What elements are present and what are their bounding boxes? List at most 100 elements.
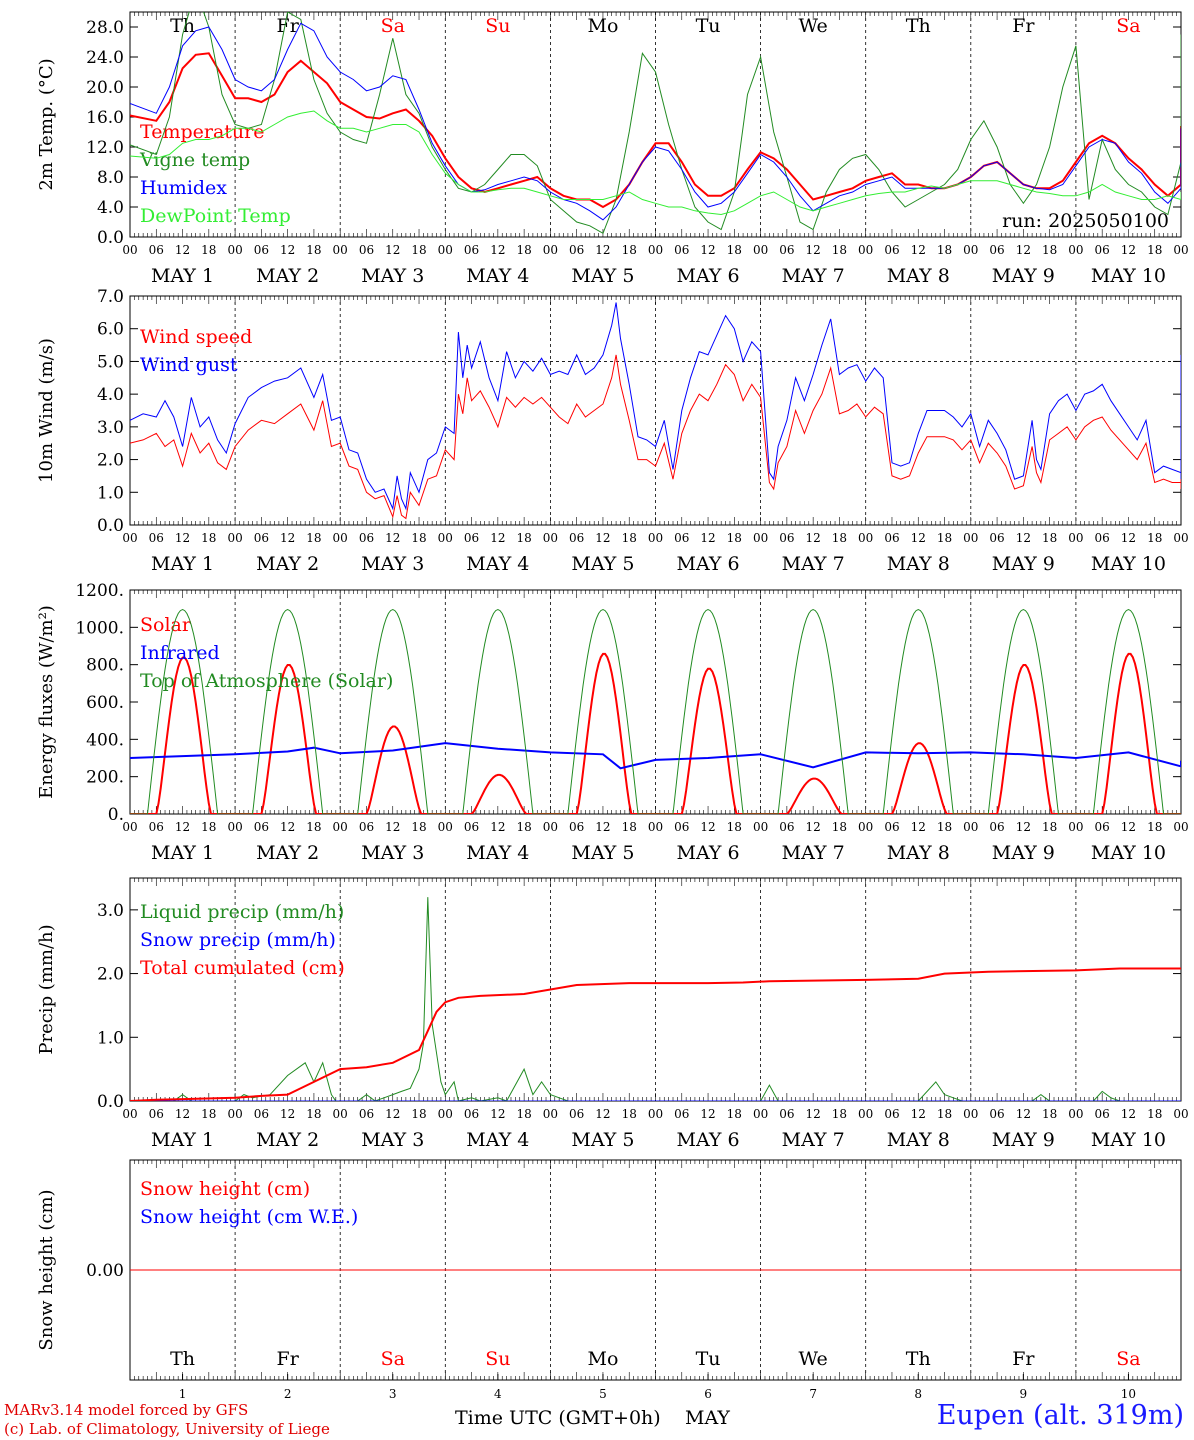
date-label: MAY 5 bbox=[571, 842, 634, 864]
x-tick-label: 12 bbox=[911, 1107, 926, 1121]
date-label: MAY 4 bbox=[466, 1129, 529, 1151]
x-tick-label: 06 bbox=[779, 531, 794, 545]
date-label: MAY 9 bbox=[992, 1129, 1055, 1151]
y-tick-label: 1200. bbox=[75, 581, 124, 601]
x-tick-label: 00 bbox=[543, 1107, 558, 1121]
weekday-label: Fr bbox=[1012, 15, 1035, 37]
run-annotation: run: 2025050100 bbox=[1002, 210, 1169, 232]
x-tick-label: 06 bbox=[989, 531, 1004, 545]
x-tick-label: 12 bbox=[1121, 820, 1136, 834]
y-tick-label: 28.0 bbox=[86, 18, 124, 38]
x-tick-label: 06 bbox=[569, 243, 584, 257]
day-number-label: 5 bbox=[599, 1387, 607, 1401]
series-line-vigne-temp bbox=[130, 12, 1181, 235]
date-label: MAY 3 bbox=[361, 842, 424, 864]
x-tick-label: 18 bbox=[1147, 531, 1162, 545]
series-line-humidex bbox=[130, 22, 1181, 221]
x-tick-label: 18 bbox=[832, 243, 847, 257]
y-tick-label: 4.0 bbox=[97, 198, 124, 218]
x-tick-label: 18 bbox=[201, 531, 216, 545]
x-tick-label: 18 bbox=[201, 243, 216, 257]
x-tick-label: 00 bbox=[122, 1107, 137, 1121]
date-label: MAY 7 bbox=[782, 553, 845, 575]
weekday-label: Sa bbox=[1116, 1348, 1140, 1370]
y-tick-label: 12.0 bbox=[86, 138, 124, 158]
x-tick-label: 00 bbox=[753, 1107, 768, 1121]
date-label: MAY 2 bbox=[256, 842, 319, 864]
x-tick-label: 06 bbox=[254, 531, 269, 545]
x-tick-label: 12 bbox=[1121, 1107, 1136, 1121]
x-tick-label: 12 bbox=[490, 1107, 505, 1121]
x-tick-label: 06 bbox=[779, 243, 794, 257]
date-label: MAY 1 bbox=[151, 842, 214, 864]
series-line-liquid-precip-mm-h- bbox=[130, 897, 1181, 1101]
x-tick-label: 00 bbox=[333, 1107, 348, 1121]
panel-energy: 0. 200. 400. 600. 800. 1000. 1200. Energy fluxe… bbox=[36, 581, 1189, 864]
x-tick-label: 12 bbox=[490, 243, 505, 257]
y-tick-label: 0.00 bbox=[86, 1261, 124, 1281]
y-axis-label: Precip (mm/h) bbox=[36, 924, 57, 1054]
legend-entry: Solar bbox=[140, 614, 192, 636]
x-tick-label: 12 bbox=[1016, 1107, 1031, 1121]
x-tick-label: 06 bbox=[359, 243, 374, 257]
x-tick-label: 06 bbox=[1095, 243, 1110, 257]
x-tick-label: 18 bbox=[622, 1107, 637, 1121]
date-label: MAY 4 bbox=[466, 553, 529, 575]
day-number-label: 7 bbox=[809, 1387, 817, 1401]
x-tick-label: 12 bbox=[490, 820, 505, 834]
x-tick-label: 12 bbox=[1016, 243, 1031, 257]
y-tick-label: 800. bbox=[86, 656, 124, 676]
x-tick-label: 06 bbox=[254, 243, 269, 257]
x-tick-label: 06 bbox=[569, 820, 584, 834]
x-tick-label: 00 bbox=[858, 820, 873, 834]
series-line-wind-gust bbox=[130, 302, 1181, 511]
x-tick-label: 00 bbox=[333, 820, 348, 834]
date-label: MAY 6 bbox=[677, 842, 740, 864]
x-tick-label: 06 bbox=[1095, 1107, 1110, 1121]
x-tick-label: 12 bbox=[806, 531, 821, 545]
weekday-label: Tu bbox=[696, 15, 721, 37]
legend-entry: Humidex bbox=[140, 177, 227, 199]
weekday-label: We bbox=[799, 1348, 828, 1370]
x-tick-label: 00 bbox=[648, 243, 663, 257]
panel-temp: 0.0 4.0 8.0 12.0 16.0 20.0 24.0 28.0 2m Temp. (°… bbox=[36, 11, 1189, 287]
day-number-label: 10 bbox=[1121, 1387, 1136, 1401]
y-tick-label: 7.0 bbox=[97, 287, 124, 307]
legend-entry: Top of Atmosphere (Solar) bbox=[140, 670, 393, 692]
weekday-label: Th bbox=[170, 1348, 195, 1370]
x-tick-label: 18 bbox=[832, 820, 847, 834]
x-tick-label: 06 bbox=[149, 243, 164, 257]
x-tick-label: 06 bbox=[254, 1107, 269, 1121]
x-tick-label: 12 bbox=[385, 531, 400, 545]
weekday-label: Su bbox=[485, 1348, 510, 1370]
y-axis-label: 2m Temp. (°C) bbox=[36, 58, 57, 190]
x-tick-label: 18 bbox=[937, 820, 952, 834]
x-tick-label: 18 bbox=[937, 243, 952, 257]
x-tick-label: 00 bbox=[963, 1107, 978, 1121]
x-tick-label: 12 bbox=[280, 1107, 295, 1121]
x-tick-label: 12 bbox=[1121, 531, 1136, 545]
x-tick-label: 00 bbox=[122, 820, 137, 834]
weekday-label: Mo bbox=[587, 15, 618, 37]
x-tick-label: 18 bbox=[727, 820, 742, 834]
plot-frame bbox=[129, 589, 1182, 815]
series-line-solar bbox=[130, 652, 1181, 814]
legend-entry: Total cumulated (cm) bbox=[140, 957, 345, 979]
x-tick-label: 06 bbox=[359, 1107, 374, 1121]
x-tick-label: 00 bbox=[858, 1107, 873, 1121]
x-tick-label: 18 bbox=[306, 243, 321, 257]
weekday-label: Th bbox=[906, 15, 931, 37]
x-tick-label: 00 bbox=[227, 531, 242, 545]
x-tick-label: 06 bbox=[674, 1107, 689, 1121]
x-tick-label: 00 bbox=[438, 243, 453, 257]
x-tick-label: 18 bbox=[1147, 1107, 1162, 1121]
date-label: MAY 6 bbox=[677, 265, 740, 287]
date-label: MAY 8 bbox=[887, 553, 950, 575]
weekday-label: Fr bbox=[1012, 1348, 1035, 1370]
x-tick-label: 00 bbox=[333, 243, 348, 257]
y-tick-label: 8.0 bbox=[97, 168, 124, 188]
x-tick-label: 00 bbox=[1173, 243, 1188, 257]
x-tick-label: 18 bbox=[1147, 243, 1162, 257]
model-credit: MARv3.14 model forced by GFS bbox=[4, 1401, 249, 1419]
x-tick-label: 12 bbox=[700, 1107, 715, 1121]
